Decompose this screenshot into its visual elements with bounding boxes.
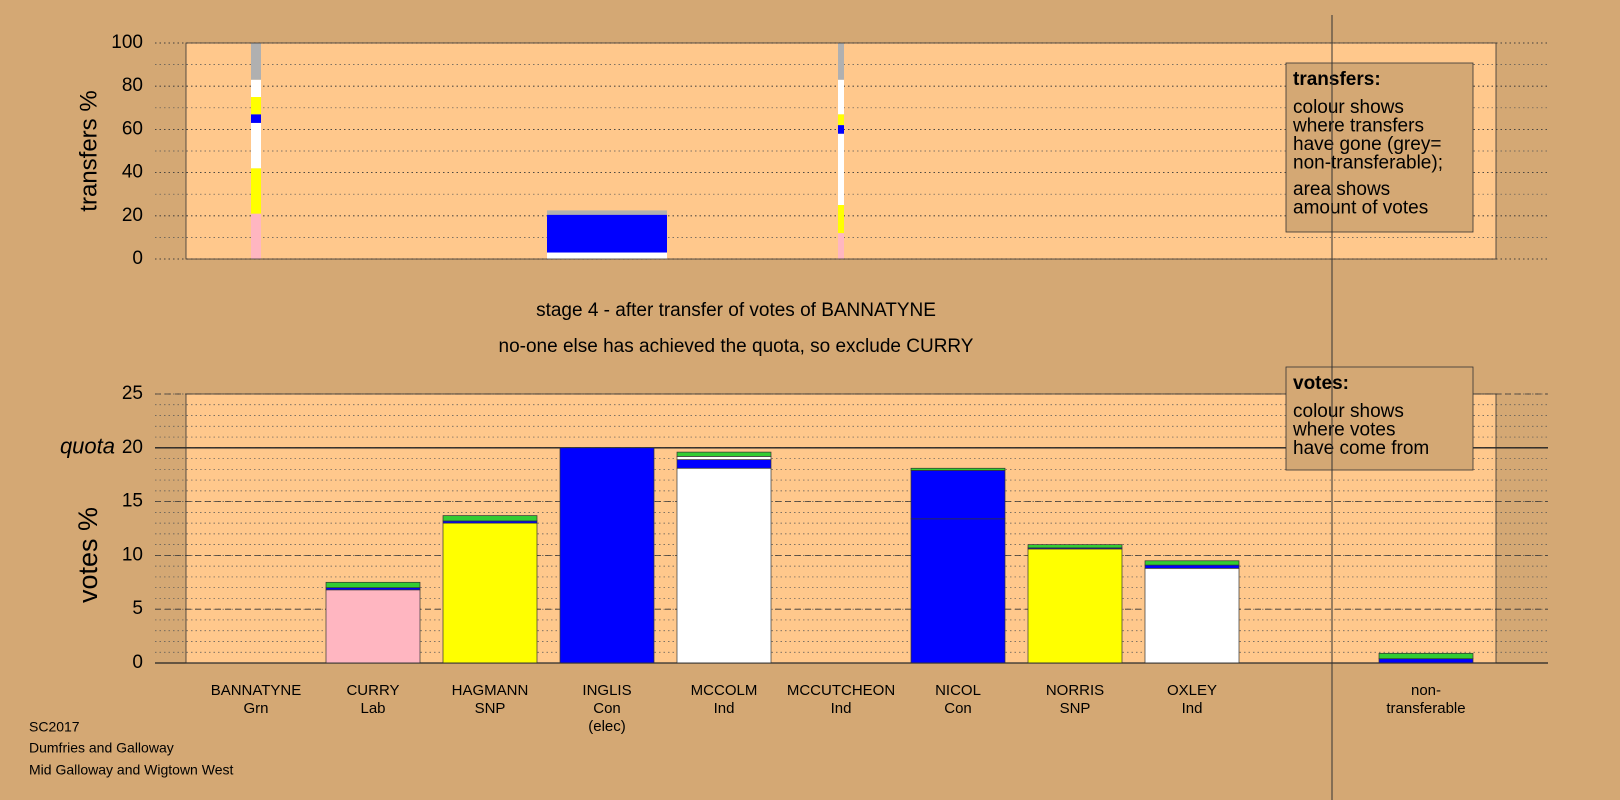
footer-line: SC2017: [29, 719, 80, 735]
x-tick-label: non-: [1411, 682, 1441, 699]
transfer-segment: [547, 214, 667, 253]
transfer-segment: [251, 168, 261, 214]
vote-segment: [325, 581, 421, 589]
vote-segment: [910, 518, 1006, 664]
y-axis-title: votes %: [73, 507, 103, 603]
x-tick-label: NICOL: [935, 682, 981, 699]
votes-frame: [185, 393, 1497, 664]
vote-segment: [1144, 567, 1240, 664]
quota-label: quota: [60, 434, 115, 459]
transfer-segment: [251, 122, 261, 169]
x-tick-label: transferable: [1386, 700, 1465, 717]
y-tick-label: 80: [122, 75, 143, 96]
x-tick-label: INGLIS: [582, 682, 631, 699]
transfer-segment: [838, 43, 844, 80]
vote-segment: [1378, 652, 1474, 660]
transfer-segment: [251, 79, 261, 97]
vote-segment: [676, 451, 772, 457]
x-tick-label: SNP: [1060, 700, 1091, 717]
transfer-segment: [547, 252, 667, 259]
legend-line: colour shows: [1293, 401, 1404, 422]
x-tick-label: (elec): [588, 718, 626, 735]
transfer-segment: [838, 205, 844, 234]
transfer-segment: [251, 97, 261, 115]
transfer-segment: [838, 133, 844, 205]
legend-line: amount of votes: [1293, 198, 1428, 219]
legend-line: non-transferable);: [1293, 153, 1443, 174]
vote-segment: [1378, 658, 1474, 664]
legend-line: where transfers: [1292, 116, 1424, 137]
y-tick-label: 40: [122, 162, 143, 183]
legend-line: colour shows: [1293, 97, 1404, 118]
legend-line: have gone (grey=: [1293, 134, 1441, 155]
vote-segment: [676, 459, 772, 469]
y-tick-label: 5: [132, 598, 143, 619]
x-tick-label: CURRY: [346, 682, 399, 699]
vote-segment: [559, 447, 655, 664]
x-tick-label: MCCOLM: [691, 682, 758, 699]
x-tick-label: Ind: [831, 700, 852, 717]
transfer-segment: [251, 43, 261, 80]
y-axis-title: transfers %: [75, 90, 102, 211]
x-tick-label: Grn: [243, 700, 268, 717]
vote-segment: [442, 522, 538, 664]
x-tick-label: SNP: [475, 700, 506, 717]
x-tick-label: NORRIS: [1046, 682, 1104, 699]
x-tick-label: HAGMANN: [452, 682, 529, 699]
vote-segment: [910, 467, 1006, 471]
y-tick-label: 10: [122, 544, 143, 565]
vote-segment: [325, 589, 421, 664]
transfer-segment: [547, 210, 667, 215]
vote-segment: [910, 470, 1006, 520]
y-tick-label: 25: [122, 383, 143, 404]
transfer-segment: [838, 233, 844, 259]
stage-title: stage 4 - after transfer of votes of BAN…: [536, 300, 936, 321]
transfer-segment: [251, 114, 261, 123]
vote-segment: [1027, 544, 1123, 549]
y-tick-label: 20: [122, 437, 143, 458]
x-tick-label: Ind: [1182, 700, 1203, 717]
vote-segment: [442, 515, 538, 522]
footer-line: Dumfries and Galloway: [29, 740, 174, 756]
vote-segment: [676, 467, 772, 664]
transfer-segment: [838, 125, 844, 134]
vote-segment: [676, 456, 772, 460]
transfer-segment: [838, 79, 844, 115]
y-tick-label: 100: [111, 32, 143, 53]
legend-line: have come from: [1293, 438, 1429, 459]
x-tick-label: OXLEY: [1167, 682, 1217, 699]
vote-segment: [1027, 548, 1123, 664]
y-tick-label: 20: [122, 205, 143, 226]
x-tick-label: Con: [593, 700, 621, 717]
x-tick-label: MCCUTCHEON: [787, 682, 895, 699]
transfers-frame: [185, 42, 1497, 260]
x-tick-label: BANNATYNE: [211, 682, 302, 699]
y-tick-label: 0: [132, 652, 143, 673]
legend-title: transfers:: [1293, 69, 1381, 90]
vote-segment: [1144, 564, 1240, 569]
legend-box: [1285, 366, 1474, 471]
legend-box: [1285, 62, 1474, 233]
transfer-segment: [251, 213, 261, 259]
transfer-segment: [838, 114, 844, 126]
stage-note: no-one else has achieved the quota, so e…: [499, 336, 974, 357]
footer-line: Mid Galloway and Wigtown West: [29, 762, 233, 778]
y-tick-label: 0: [132, 248, 143, 269]
x-tick-label: Lab: [360, 700, 385, 717]
legend-line: where votes: [1292, 420, 1395, 441]
y-tick-label: 15: [122, 491, 143, 512]
x-tick-label: Con: [944, 700, 972, 717]
vote-segment: [1144, 560, 1240, 566]
legend-title: votes:: [1293, 373, 1349, 394]
y-tick-label: 60: [122, 118, 143, 139]
x-tick-label: Ind: [714, 700, 735, 717]
legend-line: area shows: [1293, 179, 1390, 200]
